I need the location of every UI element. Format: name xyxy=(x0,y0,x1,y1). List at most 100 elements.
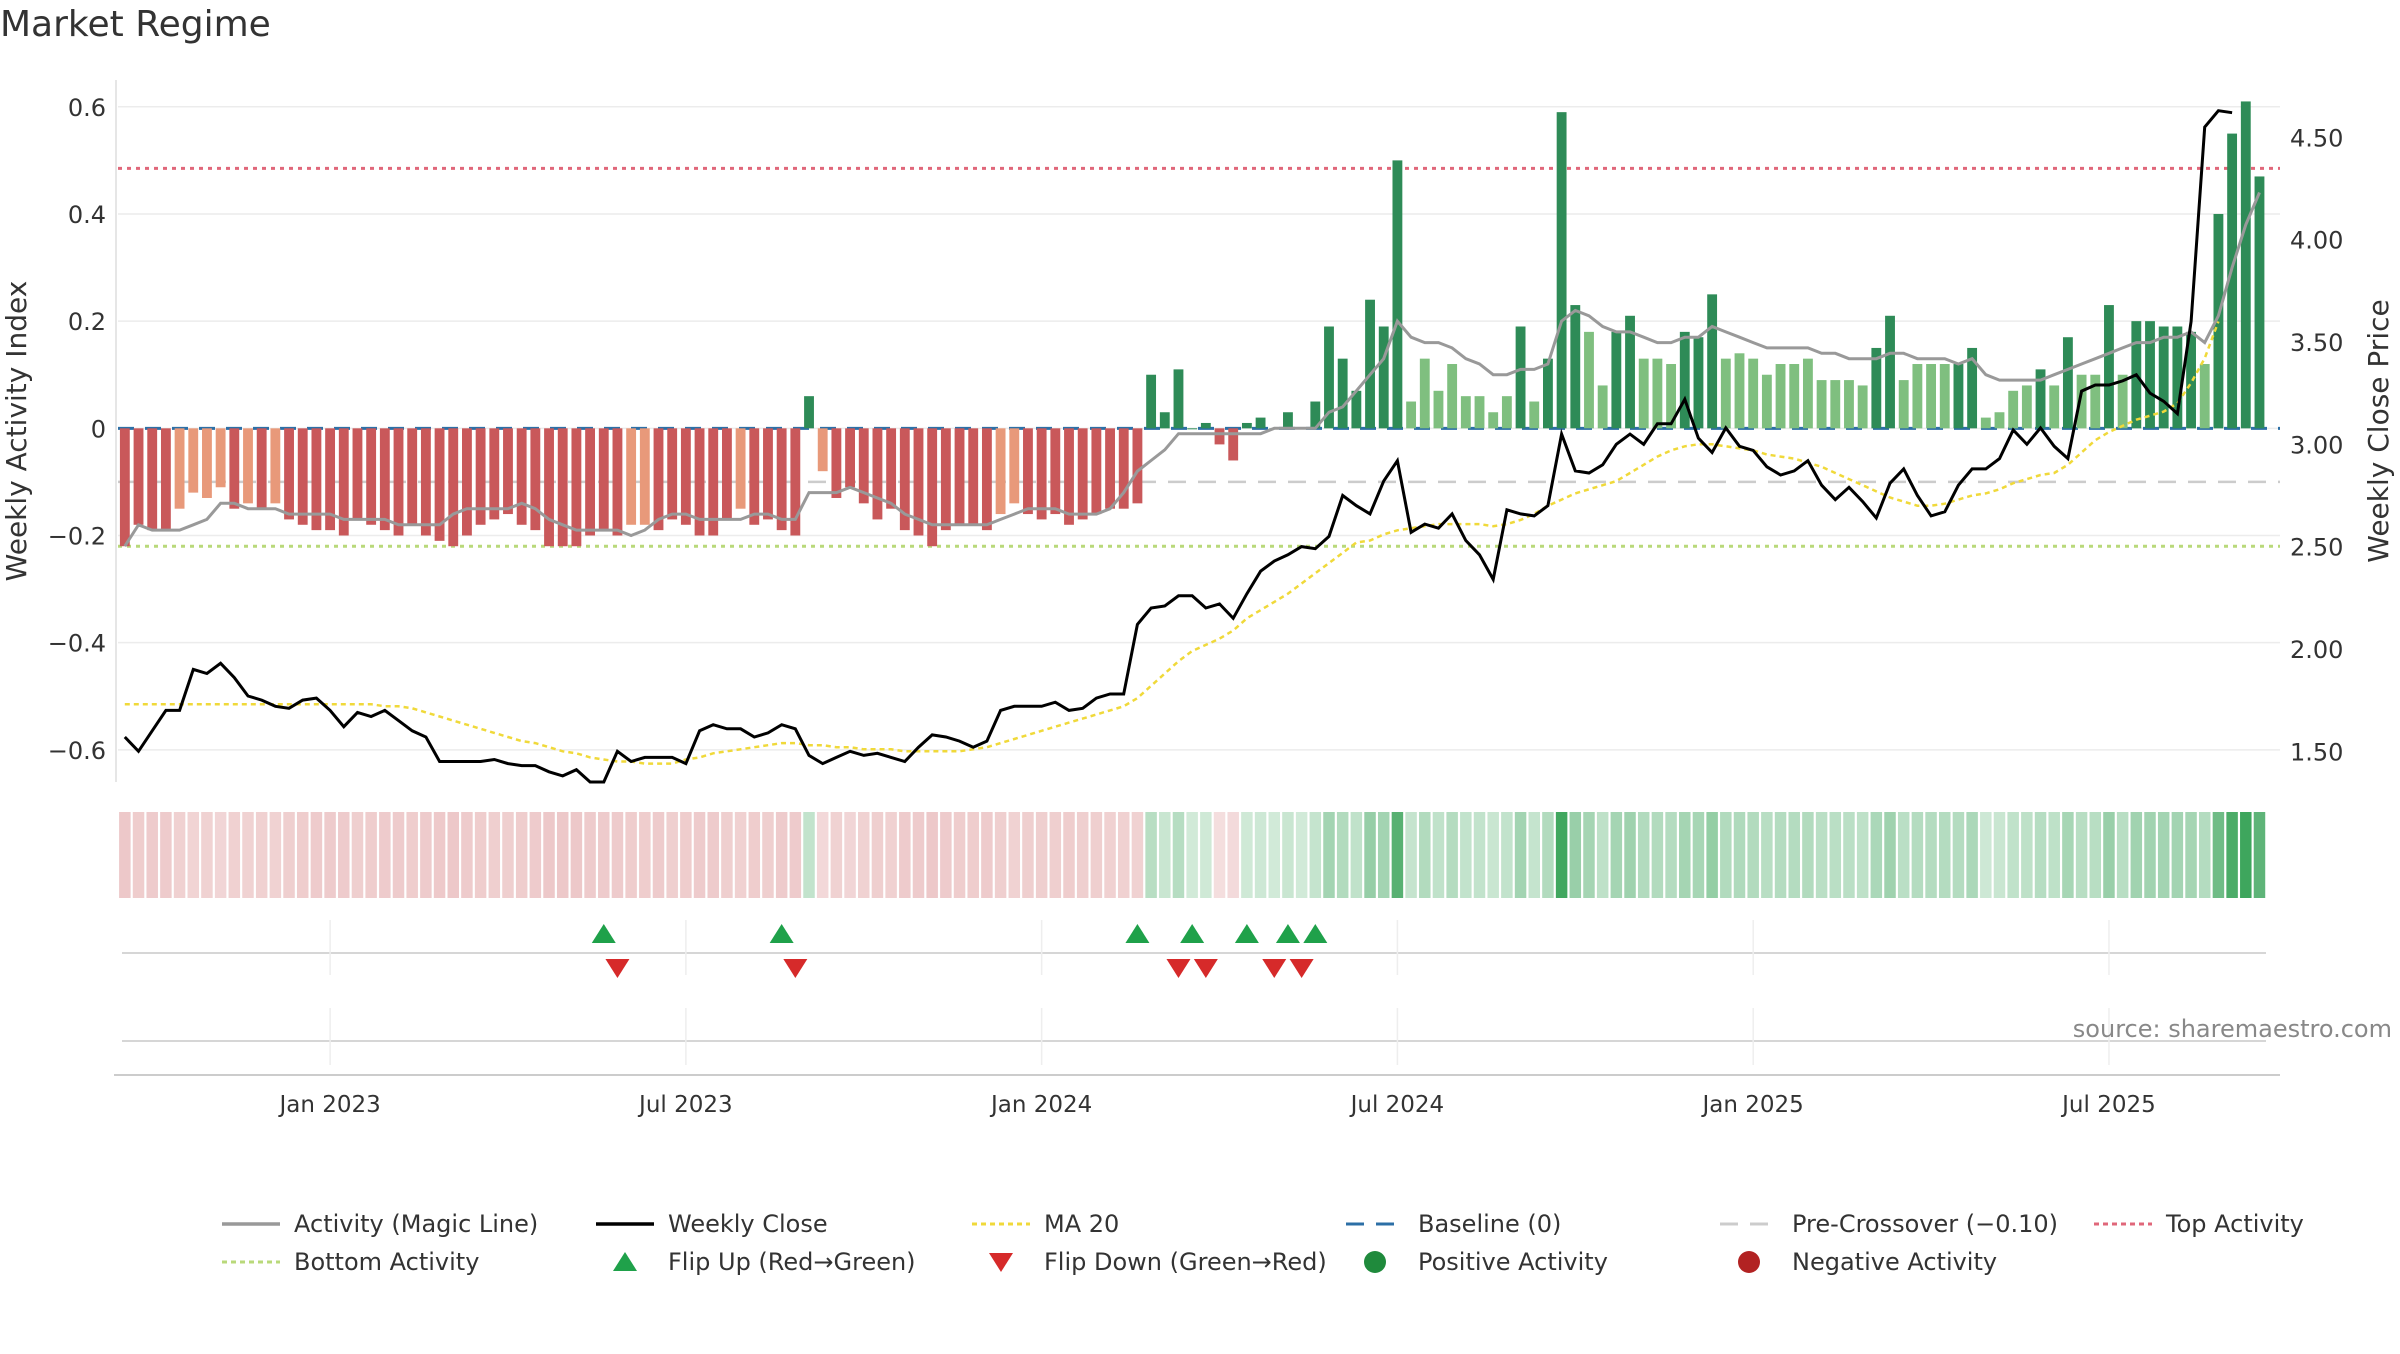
activity-bar xyxy=(1365,299,1375,429)
activity-bar xyxy=(2021,385,2032,429)
legend-label: Top Activity xyxy=(2165,1210,2304,1238)
y2-tick-label: 2.00 xyxy=(2290,636,2343,664)
regime-cell xyxy=(1104,812,1116,898)
activity-bar xyxy=(243,428,253,504)
legend-item: Pre-Crossover (−0.10) xyxy=(1720,1210,2058,1238)
flip-up-marker xyxy=(591,924,616,943)
activity-bar xyxy=(379,428,390,531)
regime-cell xyxy=(1528,812,1540,898)
activity-bar xyxy=(790,428,801,536)
regime-cell xyxy=(598,812,610,898)
source-note: source: sharemaestro.com xyxy=(2072,1015,2392,1043)
regime-cell xyxy=(1022,812,1034,898)
activity-bar xyxy=(831,428,842,498)
activity-bar xyxy=(119,428,130,547)
activity-bar xyxy=(585,428,596,536)
activity-bar xyxy=(2213,213,2224,429)
regime-cell xyxy=(844,812,856,898)
regime-cell xyxy=(1555,812,1568,898)
regime-cell xyxy=(2185,812,2197,898)
regime-cell xyxy=(1706,812,1718,898)
activity-bar xyxy=(1173,369,1184,429)
x-axis: Jan 2023 Jul 2023 Jan 2024 Jul 2024 Jan 2025… xyxy=(114,1008,2280,1118)
regime-cell xyxy=(1323,812,1335,898)
activity-bar xyxy=(1146,374,1157,429)
activity-bar xyxy=(804,396,814,429)
y-tick-label: −0.6 xyxy=(48,737,106,765)
legend-label: Activity (Magic Line) xyxy=(294,1210,538,1238)
activity-bar xyxy=(1953,364,1964,429)
regime-cell xyxy=(283,812,295,898)
activity-bar xyxy=(434,428,445,541)
regime-cell xyxy=(981,812,993,898)
legend-swatch xyxy=(1738,1251,1760,1273)
regime-cell xyxy=(1733,812,1746,898)
regime-cell xyxy=(2089,812,2102,898)
activity-bar xyxy=(2158,326,2169,429)
flip-down-marker xyxy=(1262,959,1287,978)
regime-cell xyxy=(858,812,870,898)
activity-bar xyxy=(256,428,267,509)
activity-bar xyxy=(1501,396,1512,429)
regime-cell xyxy=(816,812,829,898)
regime-cell xyxy=(1117,812,1130,898)
legend-item: Negative Activity xyxy=(1738,1248,1997,1276)
regime-cell xyxy=(160,812,172,898)
activity-bar xyxy=(1132,428,1143,504)
regime-cell xyxy=(1651,812,1664,898)
activity-bar xyxy=(927,428,938,547)
regime-cell xyxy=(762,812,774,898)
x-tick-label: Jul 2024 xyxy=(1349,1092,1445,1118)
regime-cell xyxy=(584,812,596,898)
regime-cell xyxy=(146,812,158,898)
activity-bar xyxy=(1802,358,1813,429)
activity-bar xyxy=(1406,401,1417,429)
activity-bar xyxy=(1447,364,1458,429)
activity-bar xyxy=(2104,305,2114,429)
legend-swatch xyxy=(613,1252,637,1271)
activity-bar xyxy=(1529,401,1540,429)
regime-cell xyxy=(433,812,446,898)
y-axis-label: Weekly Activity Index xyxy=(0,281,33,582)
activity-bar xyxy=(1433,390,1444,429)
regime-cell xyxy=(2198,812,2211,898)
activity-bar xyxy=(1556,112,1567,429)
regime-cell xyxy=(474,812,487,898)
regime-cell xyxy=(201,812,213,898)
legend-label: Pre-Crossover (−0.10) xyxy=(1792,1210,2058,1238)
regime-cell xyxy=(2130,812,2143,898)
flip-up-marker xyxy=(1275,924,1300,943)
y2-tick-label: 3.50 xyxy=(2290,329,2343,357)
y2-axis-label: Weekly Close Price xyxy=(2362,299,2395,562)
regime-cell xyxy=(1761,812,1773,898)
regime-cell xyxy=(2116,812,2129,898)
activity-bar xyxy=(188,428,199,493)
regime-cell xyxy=(1227,812,1239,898)
regime-cell xyxy=(461,812,473,898)
regime-cell xyxy=(1925,812,1937,898)
activity-bar xyxy=(1324,326,1334,429)
regime-cell xyxy=(789,812,802,898)
regime-cell xyxy=(1159,812,1171,898)
regime-cell xyxy=(1501,812,1513,898)
activity-bar xyxy=(1009,428,1020,504)
regime-cell xyxy=(1241,812,1253,898)
activity-bar xyxy=(407,428,418,525)
activity-bar xyxy=(763,428,773,520)
regime-cell xyxy=(255,812,268,898)
activity-bar xyxy=(530,428,541,531)
regime-cell xyxy=(912,812,925,898)
activity-bar xyxy=(1474,396,1485,429)
activity-bar xyxy=(1091,428,1102,515)
regime-cell xyxy=(543,812,555,898)
regime-cell xyxy=(1829,812,1842,898)
activity-bar xyxy=(133,428,144,525)
regime-cell xyxy=(625,812,637,898)
legend-item: Activity (Magic Line) xyxy=(222,1210,538,1238)
activity-bar xyxy=(817,428,828,472)
regime-cell xyxy=(351,812,364,898)
y-tick-label: 0 xyxy=(91,415,106,443)
regime-cell xyxy=(1596,812,1609,898)
activity-bar xyxy=(297,428,308,525)
activity-bar xyxy=(735,428,746,509)
